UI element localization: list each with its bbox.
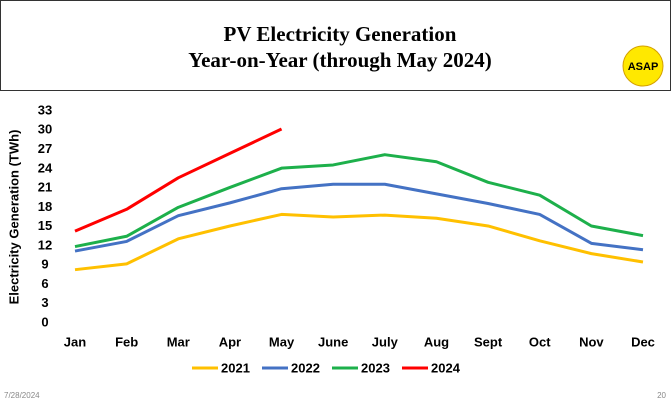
x-tick-label: Jan	[64, 334, 86, 349]
x-tick-label: Apr	[219, 334, 241, 349]
x-tick-label: Feb	[115, 334, 138, 349]
x-tick-label: Sept	[474, 334, 503, 349]
y-tick-label: 12	[38, 237, 52, 252]
y-tick-label: 27	[38, 141, 52, 156]
y-axis-title: Electricity Generation (TWh)	[6, 130, 21, 305]
y-tick-label: 6	[41, 276, 48, 291]
series-line	[74, 182, 644, 253]
logo-text: ASAP	[628, 61, 659, 73]
x-tick-label: Oct	[529, 334, 551, 349]
x-tick-label: June	[318, 334, 348, 349]
x-tick-label: Aug	[424, 334, 449, 349]
x-tick-label: Dec	[631, 334, 655, 349]
y-tick-label: 33	[38, 102, 52, 117]
date: 7/28/2024	[4, 391, 40, 400]
y-tick-label: 15	[38, 218, 52, 233]
y-tick-label: 9	[41, 257, 48, 272]
y-tick-label: 21	[38, 180, 52, 195]
x-tick-label: Mar	[167, 334, 190, 349]
legend-label: 2022	[291, 360, 320, 375]
y-tick-label: 3	[41, 295, 48, 310]
series-line	[74, 127, 283, 233]
x-tick-label: Nov	[579, 334, 604, 349]
series-line	[74, 153, 644, 249]
logo	[622, 45, 664, 87]
x-tick-label: July	[372, 334, 399, 349]
legend-label: 2021	[221, 360, 250, 375]
y-tick-label: 18	[38, 199, 52, 214]
y-tick-label: 0	[41, 314, 48, 329]
legend-label: 2023	[361, 360, 390, 375]
y-tick-label: 24	[38, 160, 53, 175]
chart-subtitle: Year-on-Year (through May 2024)	[188, 48, 492, 72]
x-tick-label: May	[269, 334, 295, 349]
series-line	[74, 212, 644, 272]
y-tick-label: 30	[38, 122, 52, 137]
chart-title: PV Electricity Generation	[224, 22, 457, 46]
page-number: 20	[657, 391, 666, 400]
legend-label: 2024	[431, 360, 461, 375]
